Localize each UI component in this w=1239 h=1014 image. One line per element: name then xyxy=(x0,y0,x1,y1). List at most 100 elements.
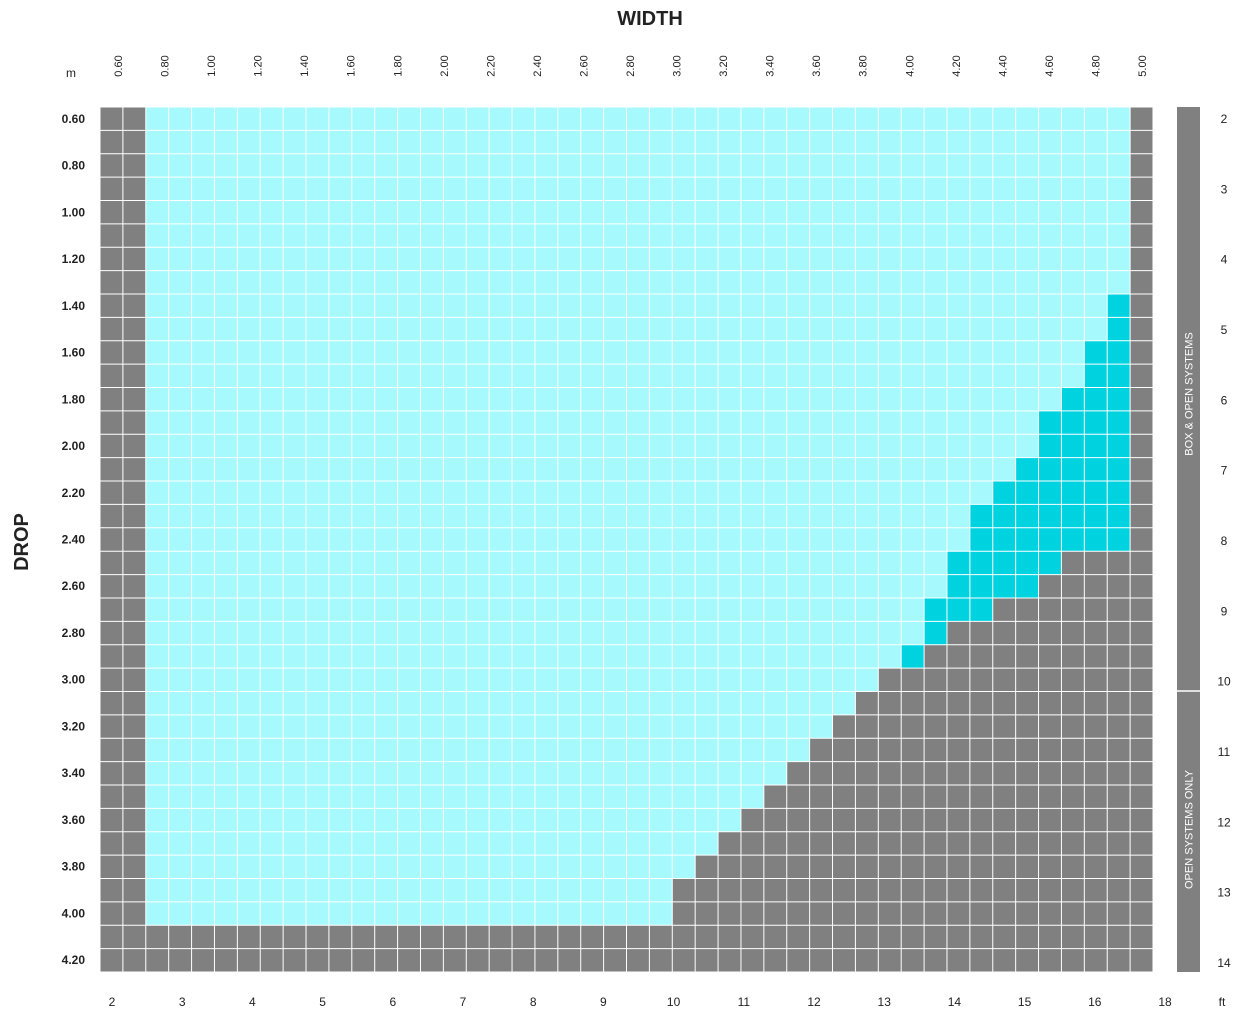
available-cell xyxy=(145,691,169,716)
not-available-cell xyxy=(878,925,902,949)
not-available-cell xyxy=(809,901,833,926)
available-cell xyxy=(786,200,810,225)
available-cell xyxy=(512,457,536,482)
not-available-cell xyxy=(1015,691,1039,716)
available-cell xyxy=(763,200,788,225)
not-available-cell xyxy=(100,551,124,575)
available-cell xyxy=(809,644,833,669)
available-cell xyxy=(237,574,261,599)
available-cell xyxy=(214,551,238,575)
available-cell xyxy=(786,434,810,458)
available-cell xyxy=(237,410,261,435)
available-cell xyxy=(283,200,307,225)
available-cell xyxy=(420,714,444,739)
available-cell xyxy=(260,504,284,529)
available-cell xyxy=(374,410,398,435)
not-available-cell xyxy=(351,925,375,949)
available-cell xyxy=(740,223,765,248)
width-tick-m: 1.20 xyxy=(253,55,265,76)
not-available-cell xyxy=(1084,925,1108,949)
available-cell xyxy=(603,107,627,131)
not-available-cell xyxy=(466,948,490,973)
available-cell xyxy=(283,481,307,505)
available-cell xyxy=(306,410,330,435)
available-cell xyxy=(649,107,673,131)
not-available-cell xyxy=(740,948,765,973)
available-cell xyxy=(466,714,490,739)
available-cell xyxy=(466,738,490,762)
available-cell xyxy=(1038,364,1062,388)
available-cell xyxy=(740,527,765,552)
not-available-cell xyxy=(1107,855,1131,879)
available-cell xyxy=(466,294,490,318)
available-cell xyxy=(878,527,902,552)
available-cell xyxy=(534,597,559,622)
not-available-cell xyxy=(763,878,788,903)
available-cell xyxy=(992,364,1016,388)
available-cell xyxy=(809,294,833,318)
not-available-cell xyxy=(1130,410,1154,435)
available-cell xyxy=(1015,270,1039,295)
not-available-cell xyxy=(122,457,147,482)
not-available-cell xyxy=(420,948,444,973)
available-cell xyxy=(878,644,902,669)
available-cell xyxy=(580,597,604,622)
available-cell xyxy=(809,551,833,575)
available-cell xyxy=(740,574,765,599)
not-available-cell xyxy=(809,855,833,879)
not-available-cell xyxy=(969,644,994,669)
available-cell xyxy=(626,457,650,482)
available-cell xyxy=(626,714,650,739)
available-cell xyxy=(534,294,559,318)
available-cell xyxy=(786,457,810,482)
not-available-cell xyxy=(237,925,261,949)
available-cell xyxy=(1084,270,1108,295)
available-cell xyxy=(512,761,536,786)
not-available-cell xyxy=(809,808,833,833)
available-cell xyxy=(740,294,765,318)
available-cell xyxy=(191,107,215,131)
not-available-cell xyxy=(832,878,856,903)
available-cell xyxy=(534,200,559,225)
drop-tick-m: 2.00 xyxy=(62,439,86,453)
available-cell xyxy=(512,527,536,552)
available-cell xyxy=(168,504,192,529)
available-cell xyxy=(145,434,169,458)
not-available-cell xyxy=(1130,247,1154,271)
available-cell xyxy=(626,270,650,295)
available-cell xyxy=(237,831,261,856)
not-available-cell xyxy=(992,808,1016,833)
drop-tick-ft: 8 xyxy=(1221,534,1228,548)
not-available-cell xyxy=(214,948,238,973)
available-cell xyxy=(374,294,398,318)
available-cell xyxy=(351,621,375,645)
open-systems-only-cell xyxy=(1084,387,1108,412)
available-cell xyxy=(718,340,742,365)
not-available-cell xyxy=(1061,761,1085,786)
available-cell xyxy=(924,247,948,271)
available-cell xyxy=(695,551,719,575)
available-cell xyxy=(763,738,788,762)
not-available-cell xyxy=(100,831,124,856)
available-cell xyxy=(718,364,742,388)
available-cell xyxy=(695,317,719,342)
available-cell xyxy=(855,130,879,155)
not-available-cell xyxy=(855,831,879,856)
available-cell xyxy=(580,200,604,225)
not-available-cell xyxy=(374,948,398,973)
available-cell xyxy=(260,200,284,225)
available-cell xyxy=(695,387,719,412)
available-cell xyxy=(580,855,604,879)
not-available-cell xyxy=(1015,831,1039,856)
available-cell xyxy=(168,527,192,552)
available-cell xyxy=(534,714,559,739)
drop-tick-m: 1.00 xyxy=(62,205,86,219)
available-cell xyxy=(878,107,902,131)
available-cell xyxy=(466,574,490,599)
not-available-cell xyxy=(946,855,971,879)
width-tick-ft: 9 xyxy=(600,995,607,1009)
available-cell xyxy=(351,644,375,669)
available-cell xyxy=(718,551,742,575)
available-cell xyxy=(603,457,627,482)
not-available-cell xyxy=(1038,644,1062,669)
